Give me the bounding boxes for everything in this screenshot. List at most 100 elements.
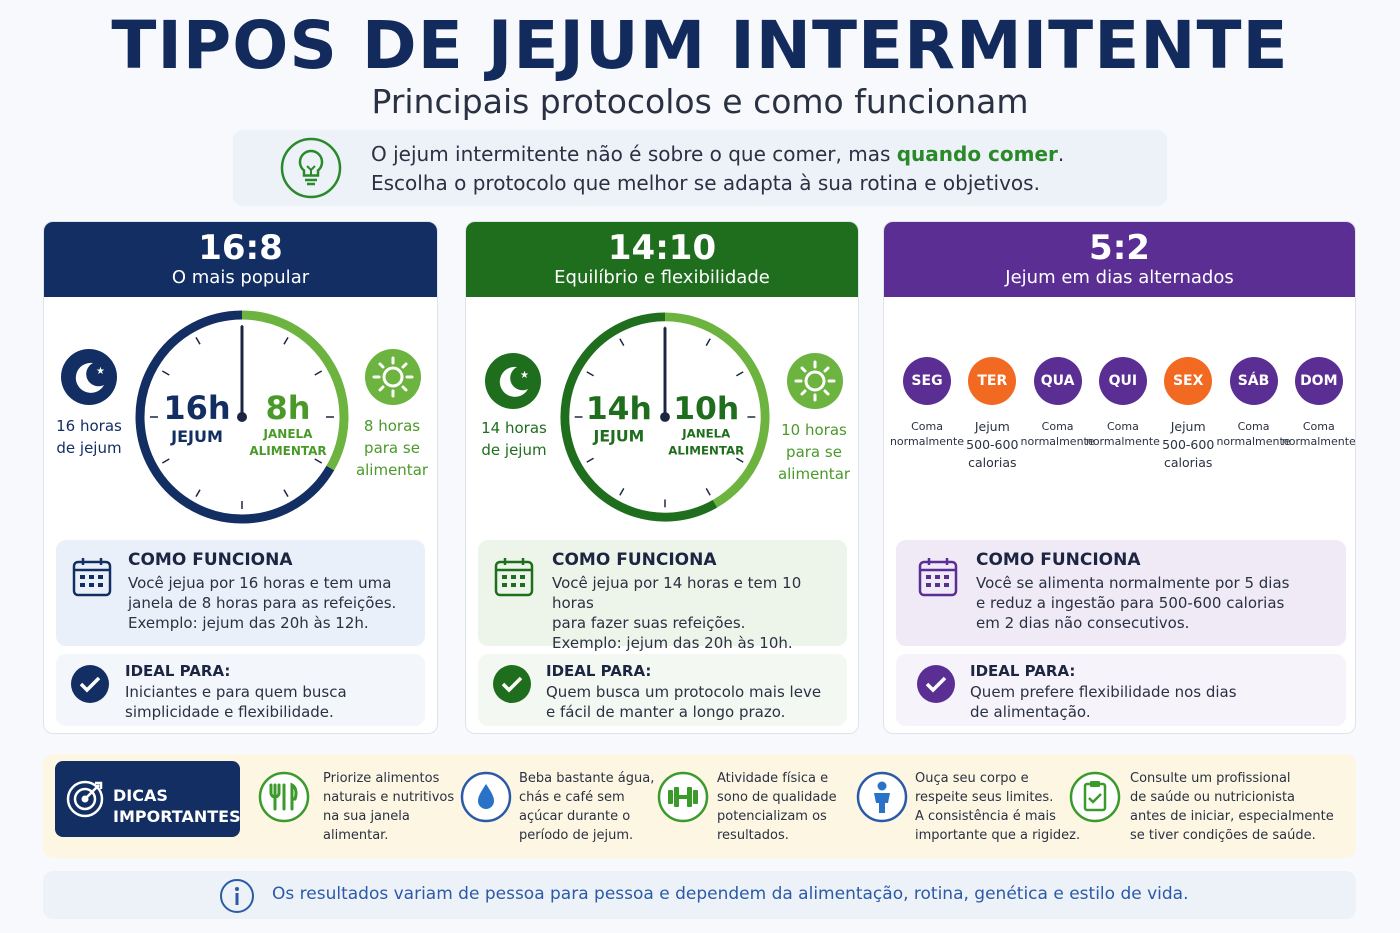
card-header: 5:2 Jejum em dias alternados bbox=[884, 222, 1355, 297]
day-4-badge: QUI bbox=[1098, 357, 1147, 405]
info-icon bbox=[220, 879, 254, 913]
protocol-card-16-8: 16:8 O mais popular ★ 16 horas de jejum 8… bbox=[43, 221, 438, 734]
calendar-icon bbox=[918, 558, 958, 597]
clock-tick bbox=[314, 458, 323, 464]
eat-hours-label: 8 horas para se alimentar bbox=[355, 417, 429, 479]
target-icon bbox=[66, 780, 104, 818]
tips-section: DICAS IMPORTANTES Priorize alimentos natu… bbox=[43, 754, 1356, 858]
how-it-works-box: COMO FUNCIONA Você jejua por 14 horas e … bbox=[478, 540, 847, 652]
clock-eat-sub: JANELA ALIMENTAR bbox=[668, 427, 744, 458]
how-text: Você se alimenta normalmente por 5 dias e… bbox=[976, 574, 1290, 632]
water-drop-icon bbox=[460, 771, 512, 823]
protocol-card-5-2: 5:2 Jejum em dias alternados SEG Coma norm… bbox=[883, 221, 1356, 734]
day-7-badge: DOM bbox=[1294, 357, 1343, 405]
ideal-for-box: IDEAL PARA: Quem busca um protocolo mais… bbox=[478, 654, 847, 726]
intro-highlight: quando comer bbox=[896, 142, 1058, 166]
clock-eat-sub: JANELA ALIMENTAR bbox=[249, 427, 326, 458]
clock-tick bbox=[161, 370, 170, 376]
day-6-text: Coma normalmente bbox=[1216, 420, 1291, 448]
intro-banner: O jejum intermitente não é sobre o que c… bbox=[233, 130, 1167, 206]
tip-text: Beba bastante água, chás e café sem açúcar… bbox=[519, 771, 655, 843]
clock-tick bbox=[736, 457, 744, 463]
day-3-badge: QUA bbox=[1033, 357, 1082, 405]
how-it-works-box: COMO FUNCIONA Você se alimenta normalmen… bbox=[896, 540, 1346, 646]
sun-icon bbox=[365, 349, 421, 405]
card-tagline: O mais popular bbox=[171, 267, 310, 288]
cutlery-icon bbox=[258, 771, 310, 823]
clock-eat-arc bbox=[664, 312, 770, 508]
moon-icon: ★ bbox=[485, 353, 541, 409]
card-ratio: 14:10 bbox=[607, 228, 717, 268]
clock-fast-arc bbox=[135, 310, 335, 524]
page-subtitle: Principais protocolos e como funcionam bbox=[371, 82, 1029, 121]
ideal-text: Iniciantes e para quem busca simplicidade… bbox=[125, 683, 347, 721]
how-title: COMO FUNCIONA bbox=[976, 550, 1141, 570]
clock-eat-value: 10h bbox=[673, 391, 739, 427]
clock-tick bbox=[736, 371, 744, 377]
ideal-for-box: IDEAL PARA: Iniciantes e para quem busca… bbox=[56, 654, 425, 726]
svg-text:★: ★ bbox=[96, 366, 105, 377]
calendar-icon bbox=[72, 558, 112, 597]
ideal-title: IDEAL PARA: bbox=[970, 662, 1076, 680]
card-header: 14:10 Equilíbrio e flexibilidade bbox=[466, 222, 858, 297]
clock-tick bbox=[705, 488, 711, 496]
clock-center bbox=[660, 412, 670, 422]
clock-tick bbox=[586, 371, 594, 377]
card-ratio: 5:2 bbox=[1089, 228, 1150, 268]
fasting-clock: 14h JEJUM 10h JANELA ALIMENTAR bbox=[560, 312, 770, 522]
disclaimer-banner: Os resultados variam de pessoa para pess… bbox=[43, 871, 1356, 919]
clock-tick bbox=[195, 489, 201, 498]
person-icon bbox=[856, 771, 908, 823]
clock-fast-sub: JEJUM bbox=[170, 427, 223, 446]
moon-icon: ★ bbox=[61, 349, 117, 405]
card-ratio: 16:8 bbox=[198, 228, 283, 268]
fasting-clock: 16h JEJUM 8h JANELA ALIMENTAR bbox=[135, 310, 349, 524]
how-title: COMO FUNCIONA bbox=[128, 550, 293, 570]
clock-tick bbox=[283, 336, 289, 345]
day-3-text: Coma normalmente bbox=[1020, 420, 1095, 448]
fast-hours-label: 16 horas de jejum bbox=[56, 417, 122, 457]
tips-badge-line-2: IMPORTANTES bbox=[113, 807, 241, 826]
clock-tick bbox=[586, 457, 594, 463]
checkmark-icon bbox=[71, 665, 109, 703]
checkmark-icon bbox=[493, 665, 531, 703]
svg-text:★: ★ bbox=[520, 370, 529, 381]
clock-fast-arc bbox=[560, 312, 718, 522]
clock-center bbox=[237, 412, 247, 422]
intro-line-1: O jejum intermitente não é sobre o que c… bbox=[371, 142, 1065, 166]
day-4-text: Coma normalmente bbox=[1085, 420, 1160, 448]
clock-eat-arc bbox=[241, 310, 349, 471]
tip-text: Priorize alimentos naturais e nutritivos n… bbox=[323, 771, 455, 843]
how-title: COMO FUNCIONA bbox=[552, 550, 717, 570]
intro-line-2: Escolha o protocolo que melhor se adapta… bbox=[371, 171, 1040, 195]
clock-tick bbox=[314, 370, 323, 376]
page-title: TIPOS DE JEJUM INTERMITENTE bbox=[111, 7, 1289, 84]
day-1-badge: SEG bbox=[903, 357, 951, 405]
lightbulb-icon bbox=[280, 137, 342, 199]
fast-hours-label: 14 horas de jejum bbox=[481, 419, 547, 459]
clock-fast-value: 16h bbox=[163, 389, 230, 427]
ideal-title: IDEAL PARA: bbox=[125, 662, 231, 680]
clock-tick bbox=[619, 488, 625, 496]
card-header: 16:8 O mais popular bbox=[44, 222, 437, 297]
clock-tick bbox=[161, 458, 170, 464]
how-it-works-box: COMO FUNCIONA Você jejua por 16 horas e … bbox=[56, 540, 425, 646]
clock-tick bbox=[195, 336, 201, 345]
ideal-for-box: IDEAL PARA: Quem prefere flexibilidade n… bbox=[896, 654, 1346, 726]
protocol-card-14-10: 14:10 Equilíbrio e flexibilidade ★ 14 ho… bbox=[465, 221, 859, 734]
tip-text: Consulte um profissional de saúde ou nutr… bbox=[1130, 771, 1334, 843]
how-text: Você jejua por 14 horas e tem 10 horas pa… bbox=[552, 574, 802, 652]
how-text: Você jejua por 16 horas e tem uma janela … bbox=[128, 574, 397, 632]
clock-eat-value: 8h bbox=[265, 389, 310, 427]
tip-text: Atividade física e sono de qualidade poten… bbox=[717, 771, 837, 843]
ideal-text: Quem busca um protocolo mais leve e fácil… bbox=[546, 683, 822, 721]
day-2-text: Jejum 500-600 calorias bbox=[966, 419, 1019, 470]
tips-badge: DICAS IMPORTANTES bbox=[55, 761, 241, 837]
sun-icon bbox=[787, 353, 843, 409]
day-5-text: Jejum 500-600 calorias bbox=[1162, 419, 1215, 470]
clock-tick bbox=[283, 489, 289, 498]
tip-text: Ouça seu corpo e respeite seus limites. A … bbox=[915, 771, 1081, 843]
card-tagline: Jejum em dias alternados bbox=[1005, 267, 1234, 288]
ideal-text: Quem prefere flexibilidade nos dias de al… bbox=[970, 683, 1237, 721]
clock-fast-sub: JEJUM bbox=[592, 427, 644, 446]
